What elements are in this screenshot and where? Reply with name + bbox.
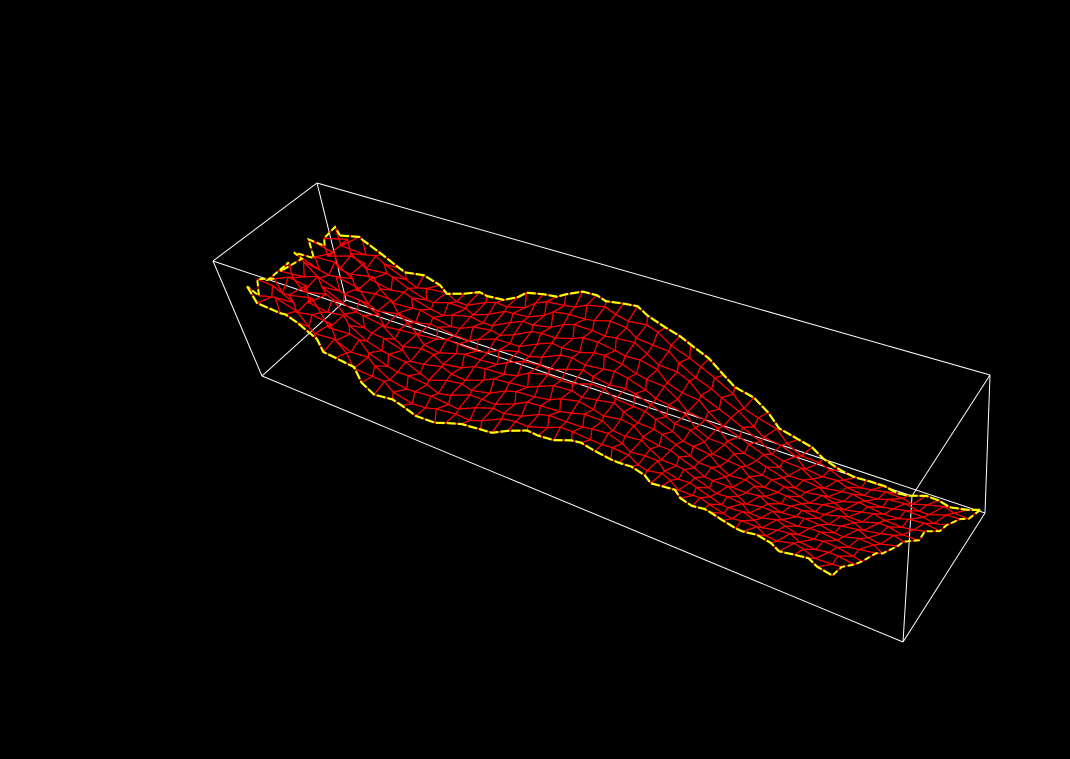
boundary-left-edge: [246, 225, 341, 298]
mesh-line: [258, 295, 842, 568]
mesh-line: [293, 251, 920, 541]
boundary-right-edge: [831, 509, 981, 577]
mesh-line: [323, 237, 961, 520]
surface-boundary: [246, 225, 981, 577]
bbox-edge: [345, 299, 986, 514]
mesh-line: [273, 278, 863, 562]
bbox-edge: [902, 495, 913, 643]
mesh-line: [434, 292, 528, 423]
bbox-edge: [911, 374, 991, 497]
boundary-back-edge: [339, 234, 981, 511]
mesh-line: [288, 262, 883, 554]
bbox-edge: [316, 182, 347, 301]
mesh-line: [308, 238, 940, 532]
bbox-edge: [316, 182, 991, 376]
bounding-box: [212, 182, 991, 643]
mesh-line: [280, 270, 898, 547]
boundary-front-edge: [246, 285, 833, 577]
mesh-line: [334, 226, 969, 520]
mesh-line: [257, 278, 855, 566]
mesh-line: [324, 245, 947, 526]
mesh-line: [301, 258, 904, 543]
bbox-edge: [902, 512, 986, 643]
mesh-line: [742, 485, 885, 533]
bbox-edge: [984, 374, 991, 514]
mesh-line: [268, 276, 877, 554]
mesh-line: [313, 256, 925, 532]
bbox-edge: [212, 182, 318, 262]
bbox-edge: [261, 375, 904, 643]
mesh-line: [391, 295, 488, 400]
mesh-line: [491, 291, 584, 434]
surface-mesh: [246, 225, 981, 577]
bbox-edge: [212, 260, 263, 377]
